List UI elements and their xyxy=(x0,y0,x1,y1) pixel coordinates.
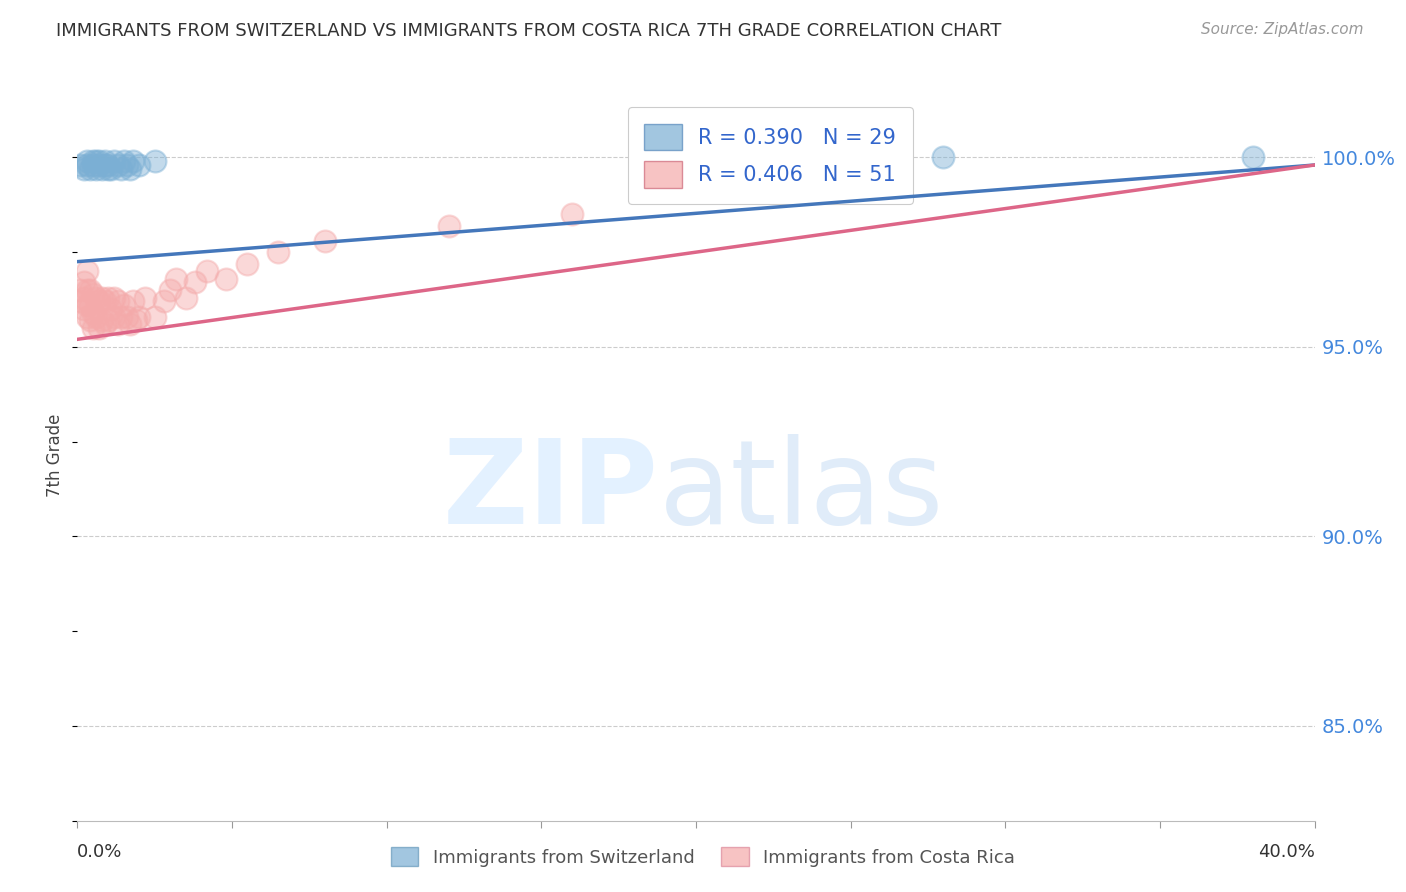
Point xyxy=(112,154,135,169)
Point xyxy=(84,291,107,305)
Point xyxy=(82,154,104,169)
Point xyxy=(94,317,117,331)
Point xyxy=(112,298,135,312)
Point xyxy=(82,158,104,172)
Point xyxy=(76,264,98,278)
Point xyxy=(72,301,94,316)
Point xyxy=(118,161,141,176)
Point xyxy=(107,294,129,309)
Point xyxy=(932,150,955,164)
Point xyxy=(143,154,166,169)
Point xyxy=(76,154,98,169)
Point xyxy=(128,310,150,324)
Y-axis label: 7th Grade: 7th Grade xyxy=(46,413,65,497)
Point xyxy=(267,245,290,260)
Point xyxy=(174,291,197,305)
Point xyxy=(72,291,94,305)
Text: atlas: atlas xyxy=(659,434,945,549)
Point xyxy=(134,291,156,305)
Point xyxy=(79,161,101,176)
Point xyxy=(97,161,120,176)
Point xyxy=(561,207,583,221)
Point xyxy=(82,306,104,320)
Point xyxy=(69,283,91,297)
Point xyxy=(110,161,132,176)
Point xyxy=(747,150,769,164)
Point xyxy=(103,291,125,305)
Point xyxy=(69,294,91,309)
Point xyxy=(79,283,101,297)
Point xyxy=(122,154,145,169)
Point xyxy=(125,313,148,327)
Point xyxy=(97,313,120,327)
Point xyxy=(82,321,104,335)
Point xyxy=(79,298,101,312)
Point xyxy=(236,256,259,270)
Point xyxy=(76,158,98,172)
Point xyxy=(107,158,129,172)
Point xyxy=(165,271,187,285)
Text: 0.0%: 0.0% xyxy=(77,843,122,861)
Point xyxy=(107,317,129,331)
Point xyxy=(79,313,101,327)
Text: ZIP: ZIP xyxy=(443,434,659,549)
Point xyxy=(159,283,181,297)
Point xyxy=(94,294,117,309)
Point xyxy=(91,161,114,176)
Point xyxy=(314,234,336,248)
Point xyxy=(84,161,107,176)
Point xyxy=(97,158,120,172)
Point xyxy=(84,310,107,324)
Point xyxy=(87,294,110,309)
Point xyxy=(100,301,122,316)
Text: 40.0%: 40.0% xyxy=(1258,843,1315,861)
Point xyxy=(82,286,104,301)
Point xyxy=(110,310,132,324)
Point xyxy=(153,294,176,309)
Point xyxy=(87,154,110,169)
Point xyxy=(76,283,98,297)
Point xyxy=(76,310,98,324)
Point xyxy=(87,321,110,335)
Text: IMMIGRANTS FROM SWITZERLAND VS IMMIGRANTS FROM COSTA RICA 7TH GRADE CORRELATION : IMMIGRANTS FROM SWITZERLAND VS IMMIGRANT… xyxy=(56,22,1001,40)
Point xyxy=(215,271,238,285)
Point xyxy=(91,313,114,327)
Point xyxy=(97,291,120,305)
Point xyxy=(103,310,125,324)
Point xyxy=(103,154,125,169)
Point xyxy=(94,158,117,172)
Point xyxy=(84,154,107,169)
Point xyxy=(115,310,138,324)
Legend: R = 0.390   N = 29, R = 0.406   N = 51: R = 0.390 N = 29, R = 0.406 N = 51 xyxy=(627,107,912,204)
Point xyxy=(195,264,218,278)
Point xyxy=(100,161,122,176)
Point xyxy=(91,291,114,305)
Point xyxy=(94,154,117,169)
Point xyxy=(1241,150,1264,164)
Point xyxy=(115,158,138,172)
Point xyxy=(72,161,94,176)
Point xyxy=(122,294,145,309)
Point xyxy=(69,158,91,172)
Point xyxy=(437,219,460,233)
Point xyxy=(184,276,207,290)
Point xyxy=(72,276,94,290)
Point xyxy=(87,158,110,172)
Point xyxy=(128,158,150,172)
Point xyxy=(76,298,98,312)
Text: Source: ZipAtlas.com: Source: ZipAtlas.com xyxy=(1201,22,1364,37)
Point xyxy=(143,310,166,324)
Point xyxy=(118,317,141,331)
Legend: Immigrants from Switzerland, Immigrants from Costa Rica: Immigrants from Switzerland, Immigrants … xyxy=(384,840,1022,874)
